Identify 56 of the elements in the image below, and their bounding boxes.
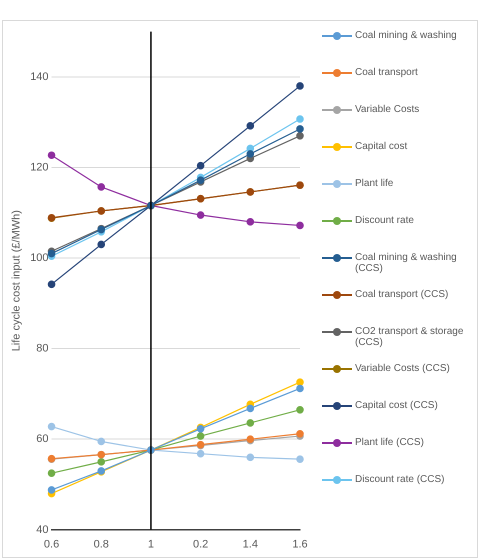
- y-tick-label: 120: [30, 162, 49, 174]
- point: [246, 150, 254, 158]
- point: [296, 384, 304, 392]
- point: [246, 122, 254, 130]
- legend-label: Coal mining & washing (CCS): [355, 252, 458, 274]
- point: [48, 469, 56, 477]
- legend-label: Capital cost (CCS): [355, 400, 438, 411]
- x-tick-label: 0.2: [192, 538, 208, 550]
- point: [97, 458, 106, 466]
- point: [48, 151, 56, 160]
- x-tick-label: 1: [148, 538, 154, 550]
- point: [246, 404, 254, 412]
- point: [196, 162, 204, 170]
- point: [246, 419, 254, 427]
- point: [296, 406, 304, 414]
- x-tick-label: 1.6: [292, 538, 308, 550]
- point: [296, 430, 304, 438]
- legend-label: Variable Costs (CCS): [355, 363, 450, 374]
- legend-label: Capital cost: [355, 141, 408, 152]
- x-tick-label: 0.6: [44, 538, 60, 550]
- point: [97, 240, 106, 248]
- legend-label: Variable Costs: [355, 104, 420, 115]
- legend-label: Plant life (CCS): [355, 437, 424, 448]
- legend-label: Discount rate: [355, 215, 414, 226]
- point: [296, 222, 304, 230]
- point: [296, 115, 304, 123]
- y-tick-label: 140: [30, 70, 49, 83]
- point: [48, 250, 56, 258]
- point: [196, 450, 204, 458]
- y-axis-title: Life cycle cost input (£/MWh): [10, 210, 23, 352]
- point: [196, 211, 204, 219]
- point: [48, 486, 56, 494]
- point: [296, 82, 304, 90]
- legend-label: Coal mining & washing: [355, 30, 457, 41]
- point: [48, 280, 56, 288]
- legend-label: CO2 transport & storage (CCS): [355, 326, 464, 348]
- legend-label: Plant life: [355, 178, 394, 189]
- point: [296, 455, 304, 463]
- y-tick-label: 80: [36, 342, 49, 355]
- x-tick-label: 1.4: [242, 538, 258, 550]
- point: [196, 432, 204, 440]
- legend-label: Coal transport: [355, 67, 418, 78]
- point: [246, 454, 254, 462]
- point: [246, 218, 254, 226]
- point: [296, 378, 304, 386]
- y-tick-label: 40: [36, 524, 49, 536]
- point: [97, 183, 106, 191]
- legend-label: Coal transport (CCS): [355, 289, 448, 300]
- y-tick-label: 100: [30, 252, 49, 264]
- point: [97, 438, 106, 446]
- point: [48, 422, 56, 430]
- point: [296, 125, 304, 133]
- y-tick-label: 60: [36, 433, 49, 446]
- legend-label: Discount rate (CCS): [355, 474, 444, 485]
- point: [296, 132, 304, 140]
- x-tick-label: 0.8: [94, 538, 109, 550]
